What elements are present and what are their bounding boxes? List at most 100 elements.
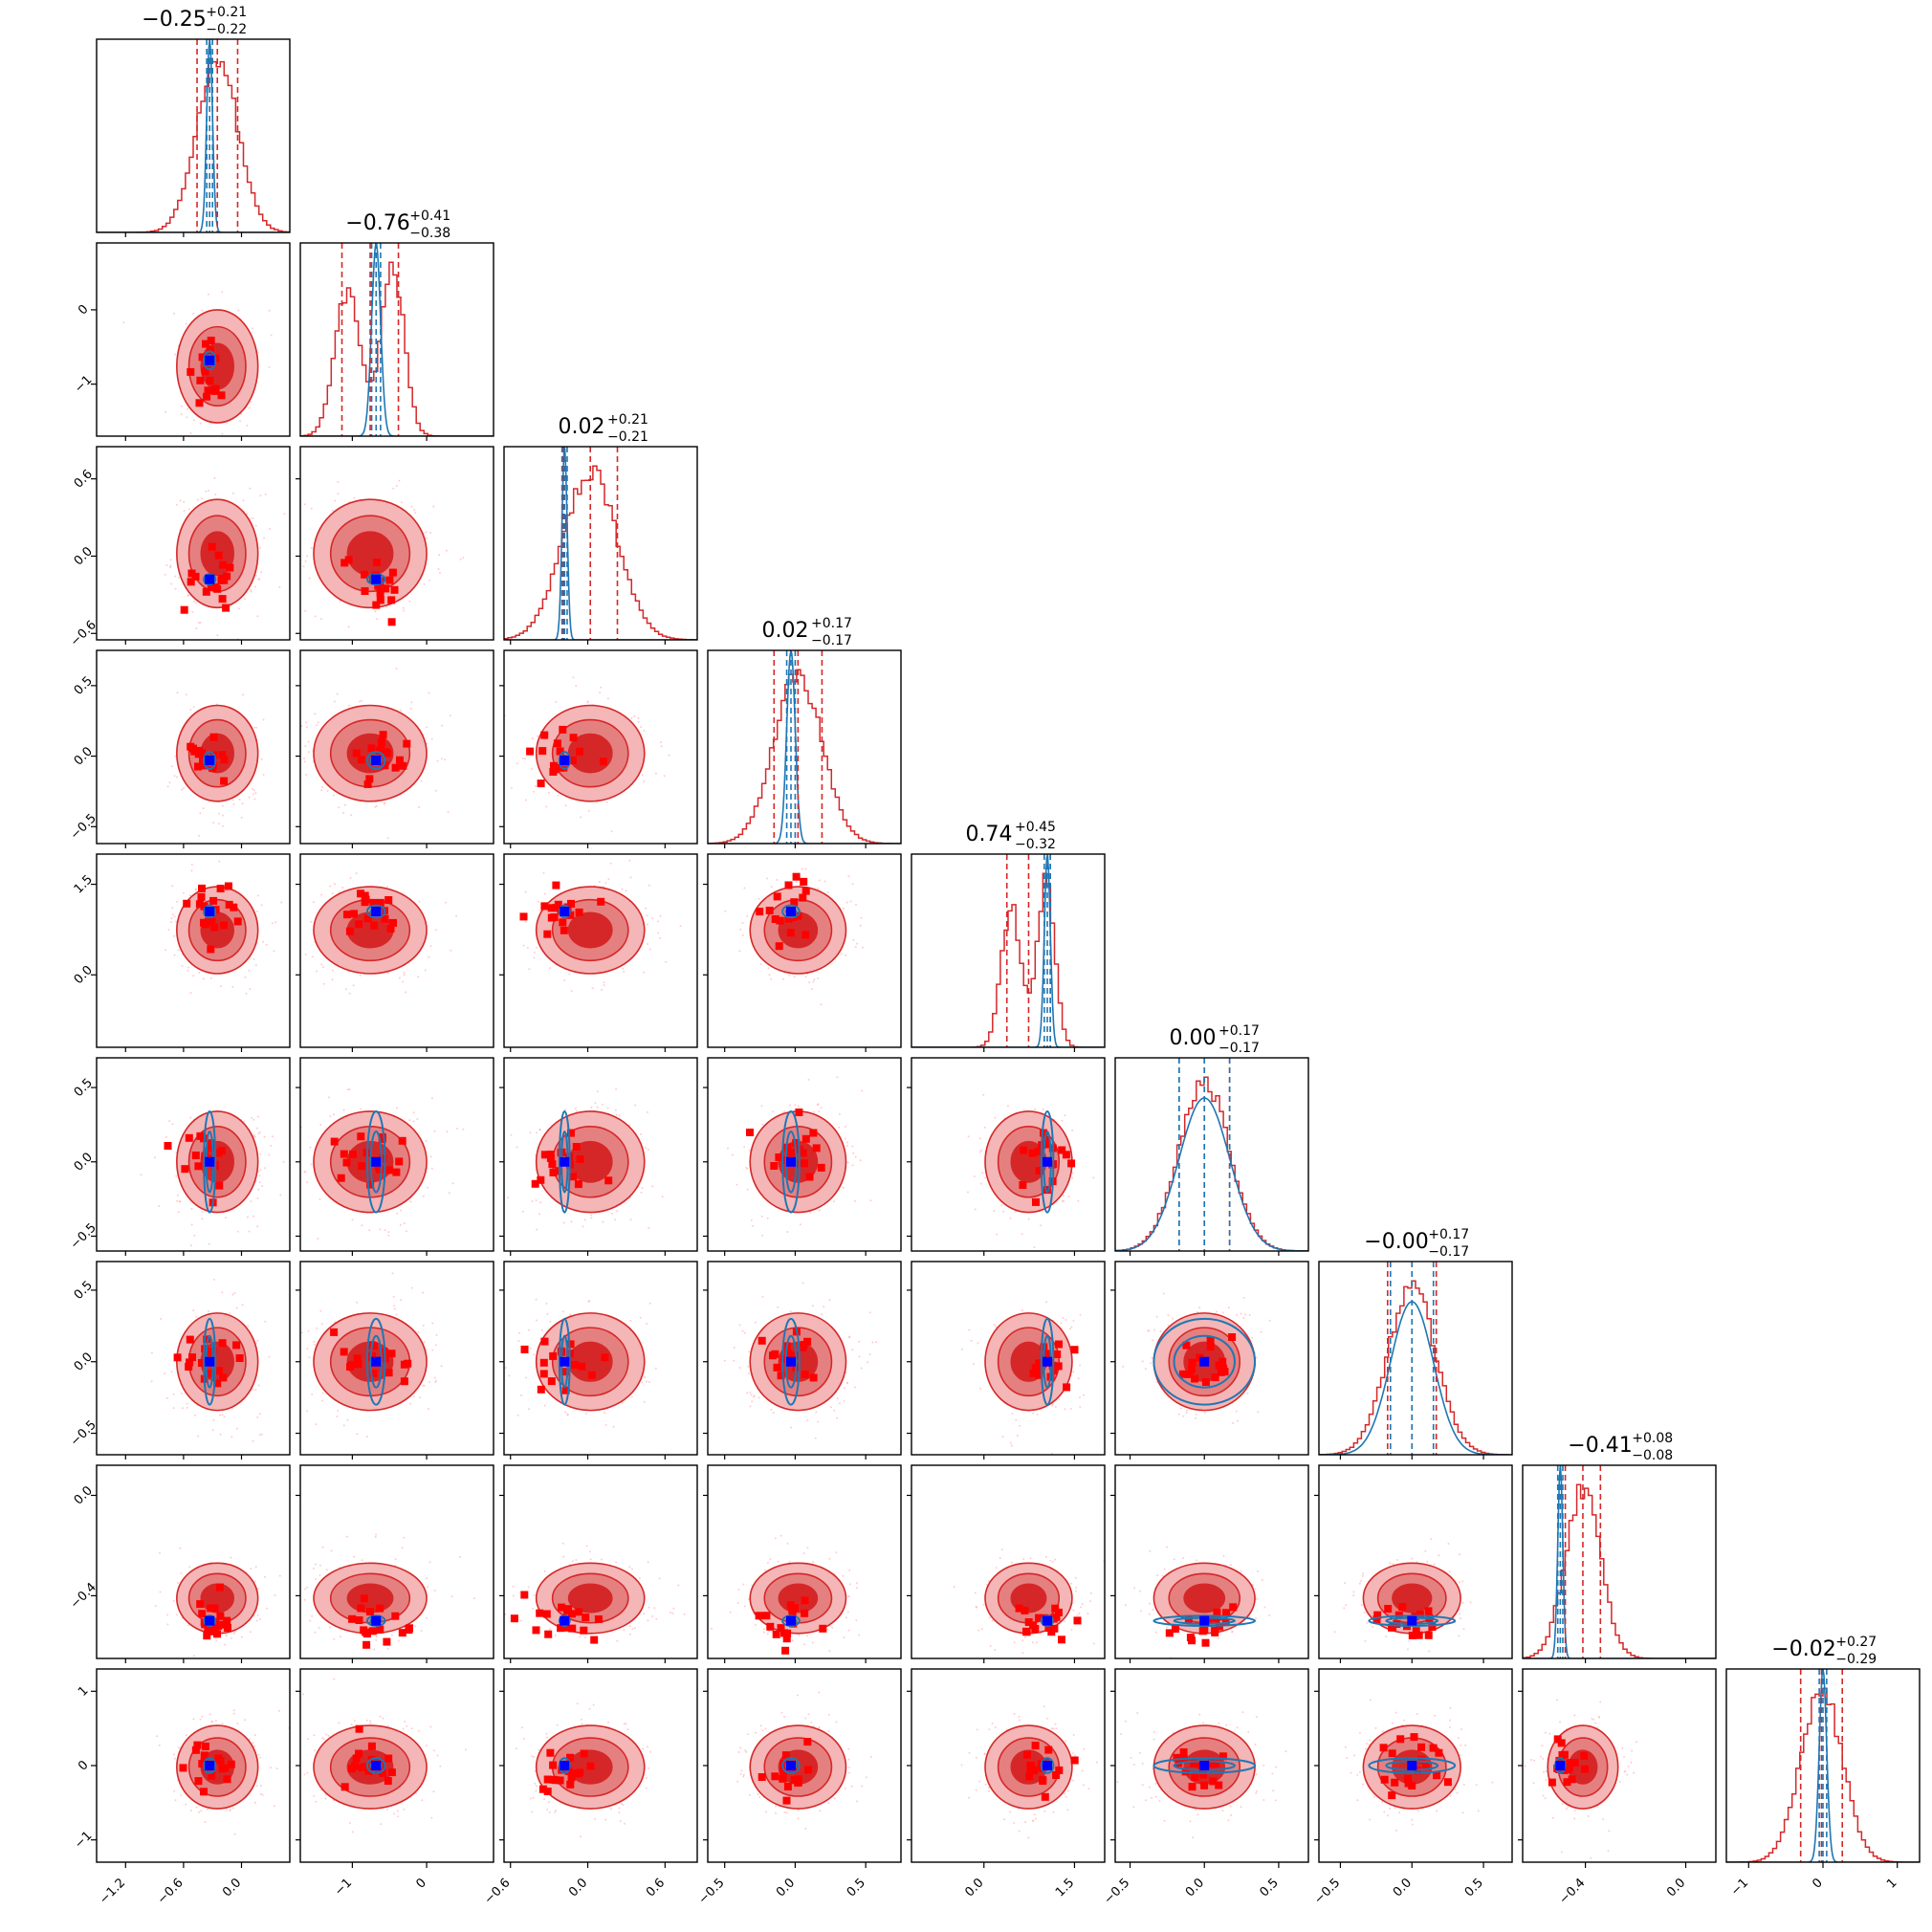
sample-point (847, 875, 850, 878)
panel-frame (299, 446, 494, 641)
sample-point (268, 1355, 271, 1358)
outlier-marker (756, 908, 764, 916)
fit-histogram-5 (1115, 1097, 1308, 1251)
outlier-marker (787, 1149, 796, 1157)
sample-point (187, 508, 190, 511)
sample-point (842, 1186, 845, 1189)
sample-point (648, 884, 650, 887)
sample-point (590, 1214, 593, 1217)
panel-title-plus-5: +0.17 (1218, 1023, 1260, 1039)
sample-point (252, 789, 255, 792)
sample-point (252, 1439, 254, 1442)
sample-point (295, 519, 296, 521)
sample-point (250, 517, 252, 520)
panel-0-0 (97, 39, 290, 232)
sample-point (808, 1211, 811, 1214)
sample-point (455, 914, 458, 917)
outlier-marker (353, 1354, 362, 1363)
sample-point (1062, 1195, 1065, 1197)
sample-point (1071, 1129, 1074, 1131)
sample-point (859, 924, 862, 927)
panel-5-3 (727, 1076, 872, 1237)
sample-point (435, 929, 438, 932)
outlier-marker (366, 1180, 375, 1189)
sample-point (303, 757, 305, 760)
sample-point (256, 615, 259, 618)
truth-marker (560, 1156, 570, 1167)
outlier-marker (765, 907, 774, 914)
sample-point (431, 1322, 434, 1325)
sample-point (368, 1229, 371, 1232)
panel-4-1 (304, 872, 458, 995)
outlier-marker (217, 1147, 226, 1155)
outlier-marker (349, 1150, 357, 1158)
outlier-marker (215, 1367, 224, 1375)
sample-point (603, 984, 605, 987)
outlier-marker (1058, 1146, 1066, 1154)
sample-point (789, 1104, 791, 1107)
sample-point (403, 1222, 406, 1225)
sample-point (334, 499, 337, 502)
panel-frame (911, 853, 1106, 1048)
sample-point (257, 1188, 260, 1191)
sample-point (192, 1309, 195, 1312)
sample-point (844, 1125, 846, 1128)
sample-point (564, 804, 567, 807)
sample-point (413, 509, 416, 512)
sample-point (996, 1233, 999, 1236)
outlier-marker (569, 1173, 578, 1181)
outlier-marker (226, 563, 234, 572)
sample-point (278, 586, 281, 588)
sample-point (256, 1416, 259, 1418)
sample-point (182, 787, 185, 790)
sample-point (419, 1396, 421, 1399)
panel-title-plus-1: +0.41 (409, 209, 450, 224)
sample-point (536, 1131, 538, 1134)
sample-point (241, 1304, 244, 1306)
sample-point (153, 1156, 156, 1159)
sample-point (306, 1181, 309, 1184)
sample-point (265, 943, 268, 946)
sample-point (1021, 1233, 1023, 1236)
outlier-marker (185, 1133, 193, 1142)
sample-point (314, 713, 317, 715)
sample-point (176, 1199, 179, 1202)
sample-point (168, 781, 171, 784)
sample-point (423, 582, 426, 585)
fit-histogram-3 (708, 650, 901, 844)
sample-point (202, 807, 205, 810)
sample-point (845, 1145, 848, 1147)
sample-point (572, 676, 575, 679)
sample-point (548, 967, 551, 970)
sample-point (601, 988, 604, 991)
sample-point (583, 1218, 586, 1221)
panel-title-minus-2: −0.21 (607, 429, 648, 445)
sample-point (1061, 1119, 1064, 1122)
outlier-marker (181, 1165, 189, 1174)
outlier-marker (235, 1354, 244, 1362)
sample-point (223, 1416, 226, 1418)
panel-title-minus-1: −0.38 (409, 226, 450, 241)
fit-contour (558, 751, 571, 770)
sample-point (983, 1126, 986, 1129)
sample-point (439, 571, 441, 574)
outlier-marker (216, 885, 225, 892)
sample-point (428, 955, 430, 958)
fit-contour (203, 751, 217, 770)
reference-contour (567, 911, 613, 949)
sample-point (248, 1230, 251, 1233)
sample-point (257, 1132, 260, 1135)
sample-point (659, 936, 662, 939)
sample-point (727, 1147, 729, 1150)
sample-point (536, 1228, 538, 1231)
sample-point (316, 1327, 318, 1329)
sample-point (221, 1291, 224, 1294)
sample-point (243, 598, 246, 601)
sample-point (199, 422, 202, 425)
sample-point (181, 788, 183, 791)
sample-point (630, 716, 633, 719)
sample-point (852, 938, 855, 941)
sample-point (168, 1120, 171, 1123)
sample-point (528, 968, 531, 971)
sample-point (984, 1176, 987, 1179)
